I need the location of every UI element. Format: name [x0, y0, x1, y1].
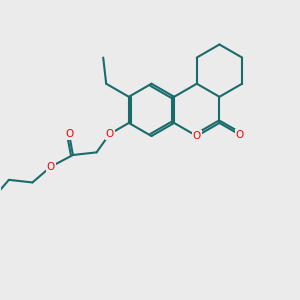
Text: O: O — [236, 130, 244, 140]
Text: O: O — [46, 162, 55, 172]
Text: O: O — [106, 129, 114, 139]
Text: O: O — [193, 131, 201, 141]
Text: O: O — [65, 129, 73, 139]
